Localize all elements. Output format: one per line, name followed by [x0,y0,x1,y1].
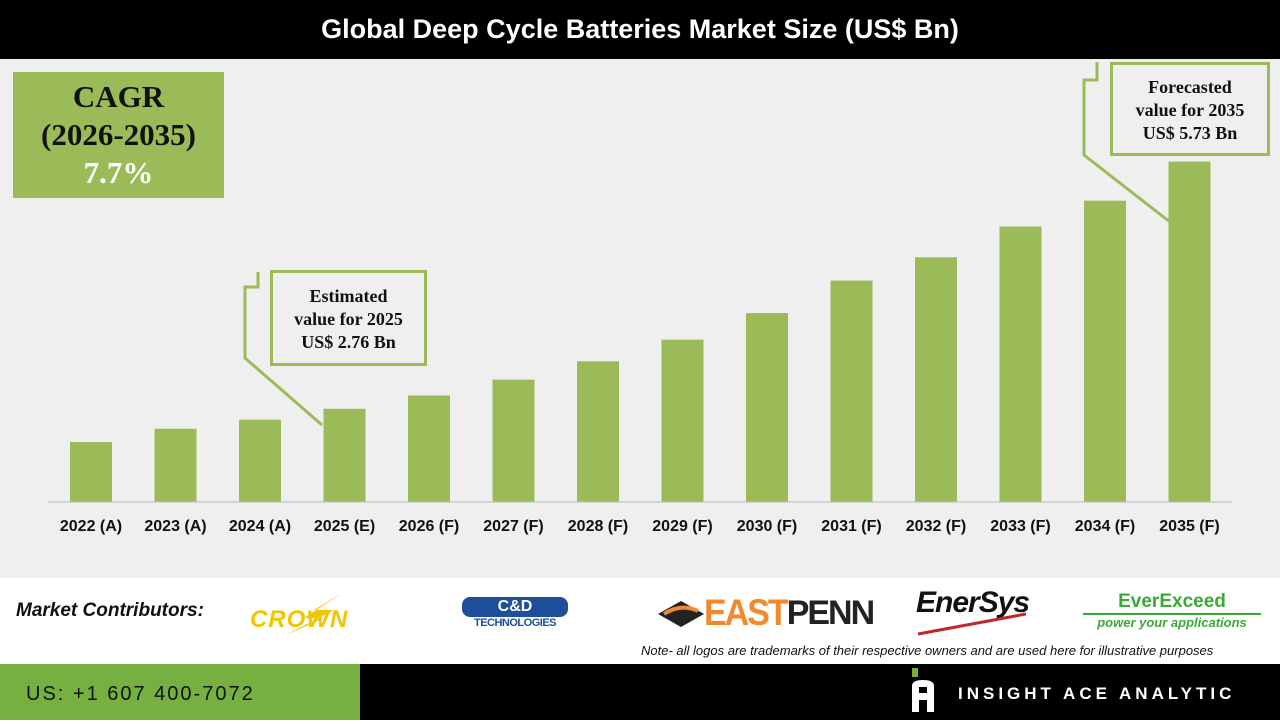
estimated-callout-line [243,272,323,427]
callout-value: US$ 2.76 Bn [301,332,396,352]
x-tick-label: 2034 (F) [1075,518,1135,535]
trademark-note: Note- all logos are trademarks of their … [641,643,1214,658]
callout-text: Forecasted [1148,77,1232,97]
x-tick-label: 2035 (F) [1159,518,1219,535]
x-tick-label: 2029 (F) [652,518,712,535]
x-tick-label: 2025 (E) [314,518,375,535]
cd-technologies-logo: C&D TECHNOLOGIES [462,597,568,629]
x-tick-label: 2031 (F) [821,518,881,535]
bar-2033 [999,226,1042,503]
bar-2025 [323,408,366,502]
bar-2034 [1084,200,1126,502]
bar-2035 [1168,161,1211,502]
callout-text: value for 2035 [1135,100,1245,120]
everexceed-logo: EverExceed power your applications [1083,591,1261,630]
cagr-box: CAGR (2026-2035) 7.7% [13,72,224,198]
contributors-label: Market Contributors: [16,600,204,621]
x-tick-label: 2022 (A) [60,518,122,535]
bar-chart: 2022 (A) 2023 (A) 2024 (A) 2025 (E) 2026 (F)… [48,62,1232,535]
cagr-period: (2026-2035) [41,117,196,152]
x-tick-label: 2027 (F) [483,518,543,535]
crown-logo: CROWN [244,590,394,636]
bar-2032 [915,257,957,502]
bar-2031 [830,280,873,502]
x-tick-label: 2023 (A) [144,518,206,535]
callout-text: value for 2025 [294,309,403,329]
cagr-value: 7.7% [83,155,154,190]
bar-2029 [661,339,704,502]
brand-name: INSIGHT ACE ANALYTIC [958,684,1236,703]
x-tick-label: 2026 (F) [399,518,459,535]
forecast-callout: Forecasted value for 2035 US$ 5.73 Bn [1110,62,1270,156]
phone-number[interactable]: US: +1 607 400-7072 [0,664,360,720]
eastpenn-logo: EAST PENN [658,592,875,634]
callout-text: Estimated [309,286,388,306]
bar-2028 [577,361,619,502]
cagr-label: CAGR [72,79,165,114]
bar-2024 [239,419,281,502]
bar-2030 [746,313,788,502]
forecast-callout-line [1082,62,1171,224]
bar-2027 [492,379,535,502]
x-tick-label: 2024 (A) [229,518,291,535]
enersys-logo: EnerSys [916,586,1030,636]
x-tick-label: 2028 (F) [568,518,628,535]
footer-bar [360,664,1280,720]
insight-ace-logo-icon [912,668,934,712]
bar-2023 [154,428,197,502]
bar-2026 [408,395,450,502]
callout-value: US$ 5.73 Bn [1142,123,1238,143]
x-tick-label: 2032 (F) [906,518,966,535]
estimated-callout: Estimated value for 2025 US$ 2.76 Bn [270,270,427,366]
bar-2022 [70,442,112,502]
x-tick-label: 2030 (F) [737,518,797,535]
x-tick-label: 2033 (F) [990,518,1050,535]
chart-title: Global Deep Cycle Batteries Market Size … [0,0,1280,59]
